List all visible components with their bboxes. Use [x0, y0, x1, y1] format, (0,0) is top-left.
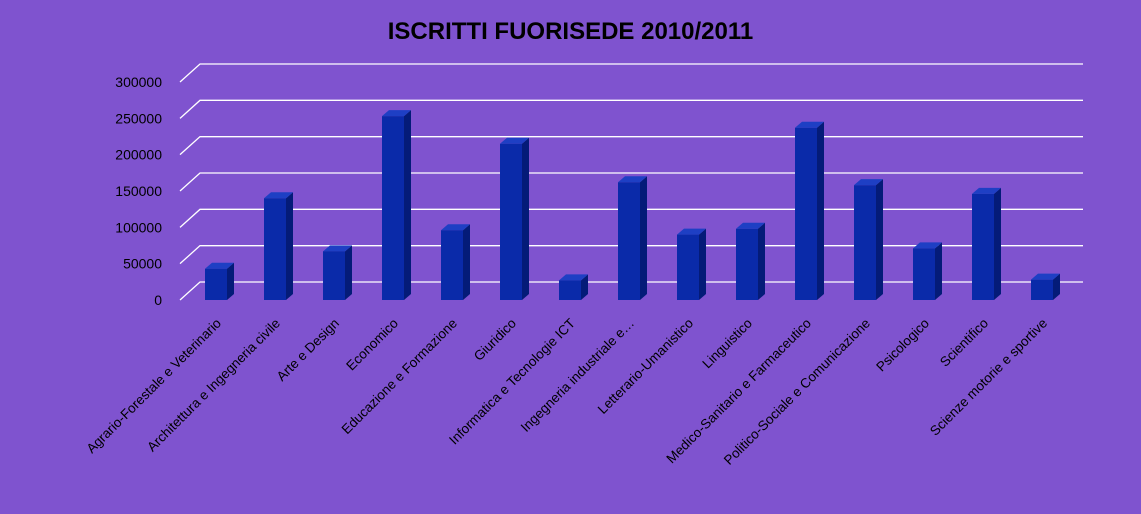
y-tick-label: 100000 [115, 219, 162, 235]
x-tick-label: Linguistico [699, 316, 755, 372]
bar [1031, 273, 1060, 300]
bar-front [382, 116, 404, 300]
bar-side [699, 228, 706, 300]
grid-lines [179, 63, 1083, 301]
bar-top [972, 187, 1001, 194]
bar-side [286, 192, 293, 300]
bar-top [795, 121, 824, 128]
bar-front [913, 248, 935, 300]
bar-front [854, 185, 876, 300]
grid-line [179, 245, 1083, 265]
x-tick-label: Economico [343, 316, 401, 374]
bar [264, 192, 293, 300]
bar-front [441, 230, 463, 300]
bar [559, 274, 588, 300]
bar [972, 187, 1001, 300]
grid-line [179, 63, 1083, 83]
bar-top [854, 179, 883, 186]
y-tick-label: 250000 [115, 110, 162, 126]
bar-side [227, 262, 234, 300]
x-tick-label: Arte e Design [274, 316, 342, 384]
bar-top [323, 245, 352, 252]
y-tick-label: 150000 [115, 183, 162, 199]
grid-line [179, 208, 1083, 228]
x-tick-label: Scientifico [937, 316, 991, 370]
bar-top [736, 222, 765, 229]
bar-top [264, 192, 293, 199]
bar-top [382, 110, 411, 117]
x-tick-label: Psicologico [873, 316, 932, 375]
bar-front [205, 268, 227, 300]
bar-side [935, 242, 942, 300]
bar-front [972, 193, 994, 300]
bar-side [463, 224, 470, 300]
grid-line [179, 172, 1083, 192]
bar-side [1053, 273, 1060, 300]
bar-side [640, 176, 647, 300]
bar [913, 242, 942, 300]
bar-side [522, 137, 529, 300]
bar-front [500, 143, 522, 300]
bar-front [677, 234, 699, 300]
chart-title: ISCRITTI FUORISEDE 2010/2011 [387, 18, 754, 45]
bar [677, 228, 706, 300]
bar-top [559, 274, 588, 281]
bar-front [323, 251, 345, 300]
bar-top [441, 224, 470, 231]
bar-top [677, 228, 706, 235]
bar-top [205, 262, 234, 269]
bar-front [795, 127, 817, 300]
bar-side [817, 121, 824, 300]
bar-top [618, 176, 647, 183]
bar-top [500, 137, 529, 144]
bar-front [736, 228, 758, 300]
bar-side [876, 179, 883, 300]
bar [854, 179, 883, 300]
bar-front [559, 280, 581, 300]
bar [795, 121, 824, 300]
bar [441, 224, 470, 300]
bar-top [1031, 273, 1060, 280]
bars [205, 110, 1060, 300]
bar [205, 262, 234, 300]
y-tick-label: 300000 [115, 74, 162, 90]
y-axis-ticks: 0 50000 100000 150000 200000 250000 300000 [115, 74, 162, 308]
bar-front [264, 198, 286, 300]
x-tick-label: Educazione e Formazione [339, 316, 461, 438]
x-tick-label: Giuridico [471, 316, 519, 364]
bar-side [581, 274, 588, 300]
bar-side [994, 187, 1001, 300]
x-axis-labels: Agrario-Forestale e VeterinarioArchitett… [84, 316, 1051, 468]
bar [323, 245, 352, 300]
x-tick-label: Scienze motorie e sportive [927, 316, 1050, 439]
y-tick-label: 200000 [115, 147, 162, 163]
y-tick-label: 0 [154, 292, 162, 308]
bar-top [913, 242, 942, 249]
bar-side [758, 222, 765, 300]
bar-side [404, 110, 411, 300]
bar [618, 176, 647, 300]
bar-side [345, 245, 352, 300]
bar [382, 110, 411, 300]
bar-front [1031, 279, 1053, 300]
grid-line [179, 136, 1083, 156]
bar [500, 137, 529, 300]
x-tick-label: Ingegneria industriale e… [518, 316, 637, 435]
grid-line [179, 99, 1083, 119]
bar-front [618, 182, 640, 300]
y-tick-label: 50000 [123, 256, 162, 272]
x-tick-label: Informatica e Tecnologie ICT [446, 316, 578, 448]
grid-line [179, 281, 1083, 301]
bar [736, 222, 765, 300]
